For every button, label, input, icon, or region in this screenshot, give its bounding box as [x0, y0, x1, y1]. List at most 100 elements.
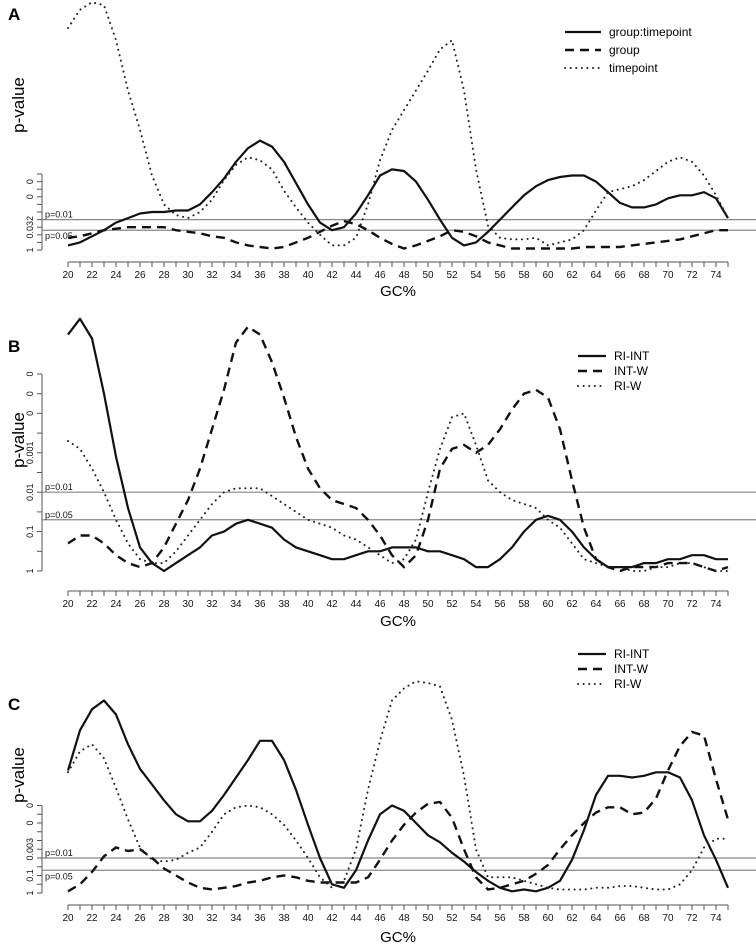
x-tick-label: 38	[278, 270, 290, 281]
x-tick-label: 54	[470, 270, 482, 281]
x-tick-label: 32	[206, 913, 218, 924]
x-tick-label: 50	[422, 913, 434, 924]
x-tick-label: 30	[182, 599, 194, 610]
x-tick-label: 26	[134, 270, 146, 281]
x-tick-label: 52	[446, 599, 458, 610]
x-tick-label: 68	[638, 599, 650, 610]
x-tick-label: 46	[374, 270, 386, 281]
y-tick-label: 0.01	[25, 483, 35, 501]
reference-line-label: p=0.05	[45, 231, 73, 241]
x-tick-label: 22	[86, 599, 98, 610]
x-tick-label: 40	[302, 599, 314, 610]
x-tick-label: 50	[422, 270, 434, 281]
x-tick-label: 34	[230, 599, 242, 610]
x-tick-label: 58	[518, 599, 530, 610]
x-tick-label: 26	[134, 913, 146, 924]
x-tick-label: 66	[614, 270, 626, 281]
legend-label: INT-W	[614, 662, 649, 676]
x-tick-label: 42	[326, 913, 338, 924]
y-tick-label: 1	[25, 568, 35, 573]
x-tick-label: 24	[110, 270, 122, 281]
x-tick-label: 32	[206, 270, 218, 281]
series-line-ri-int	[66, 699, 730, 893]
x-axis-title: GC%	[380, 613, 416, 630]
reference-line-label: p=0.01	[45, 482, 73, 492]
y-axis-title: p-value	[9, 412, 28, 468]
x-tick-label: 74	[710, 270, 722, 281]
x-tick-label: 58	[518, 270, 530, 281]
x-tick-label: 36	[254, 599, 266, 610]
x-tick-label: 56	[494, 270, 506, 281]
x-tick-label: 54	[470, 599, 482, 610]
x-tick-label: 24	[110, 599, 122, 610]
legend-label: group	[609, 43, 640, 57]
x-tick-label: 52	[446, 913, 458, 924]
x-tick-label: 20	[62, 913, 74, 924]
x-tick-label: 70	[662, 913, 674, 924]
y-tick-label: 0.001	[25, 442, 35, 465]
series-line-timepoint	[67, 1, 729, 247]
x-tick-label: 74	[710, 913, 722, 924]
panel-label: B	[8, 337, 20, 356]
x-tick-label: 42	[326, 599, 338, 610]
x-tick-label: 20	[62, 599, 74, 610]
x-tick-label: 24	[110, 913, 122, 924]
x-tick-label: 48	[398, 913, 410, 924]
x-tick-label: 60	[542, 913, 554, 924]
x-tick-label: 70	[662, 599, 674, 610]
y-tick-label: 0.1	[25, 869, 35, 882]
y-tick-label: 0	[25, 179, 35, 184]
y-tick-label: 1	[25, 890, 35, 895]
legend-label: RI-W	[614, 379, 642, 393]
y-tick-label: 0.1	[25, 525, 35, 538]
legend-label: RI-INT	[614, 647, 650, 661]
x-tick-label: 72	[686, 270, 698, 281]
x-tick-label: 66	[614, 913, 626, 924]
reference-line-label: p=0.01	[45, 210, 73, 220]
series-line-ri-w	[67, 680, 729, 891]
x-tick-label: 66	[614, 599, 626, 610]
x-tick-label: 38	[278, 599, 290, 610]
series-line-int-w	[67, 730, 730, 893]
x-tick-label: 62	[566, 270, 578, 281]
legend-label: INT-W	[614, 364, 649, 378]
panel-a: Ap-value 1 0.032 0 0 p=0.01 p=0.05 20 22 24 26 28 30…	[8, 1, 756, 300]
x-tick-label: 62	[566, 913, 578, 924]
x-tick-label: 48	[398, 599, 410, 610]
x-tick-label: 34	[230, 913, 242, 924]
x-tick-label: 62	[566, 599, 578, 610]
x-tick-label: 26	[134, 599, 146, 610]
panel-b: Bp-value 1 0.1 0.01 0.001 0 0 0 p=0.01 p=0.05 20 22…	[8, 317, 756, 630]
x-tick-label: 64	[590, 599, 602, 610]
x-tick-label: 68	[638, 270, 650, 281]
x-tick-label: 20	[62, 270, 74, 281]
x-tick-label: 36	[254, 913, 266, 924]
x-tick-label: 48	[398, 270, 410, 281]
x-tick-label: 30	[182, 913, 194, 924]
x-tick-label: 60	[542, 270, 554, 281]
x-tick-label: 22	[86, 913, 98, 924]
x-tick-label: 44	[350, 270, 362, 281]
x-tick-label: 72	[686, 913, 698, 924]
x-tick-label: 70	[662, 270, 674, 281]
legend-label: group:timepoint	[609, 25, 692, 39]
legend-label: timepoint	[609, 61, 658, 75]
x-tick-label: 74	[710, 599, 722, 610]
legend-label: RI-INT	[614, 349, 650, 363]
panel-label: C	[8, 695, 20, 714]
reference-line-label: p=0.01	[45, 848, 73, 858]
x-tick-label: 64	[590, 913, 602, 924]
x-tick-label: 60	[542, 599, 554, 610]
x-tick-label: 44	[350, 913, 362, 924]
x-tick-label: 72	[686, 599, 698, 610]
y-axis-title: p-value	[9, 747, 28, 803]
legend-label: RI-W	[614, 677, 642, 691]
reference-line-label: p=0.05	[45, 871, 73, 881]
x-tick-label: 44	[350, 599, 362, 610]
y-tick-label: 0.003	[25, 838, 35, 861]
x-tick-label: 68	[638, 913, 650, 924]
x-tick-label: 42	[326, 270, 338, 281]
y-tick-label: 0	[25, 411, 35, 416]
x-tick-label: 56	[494, 913, 506, 924]
